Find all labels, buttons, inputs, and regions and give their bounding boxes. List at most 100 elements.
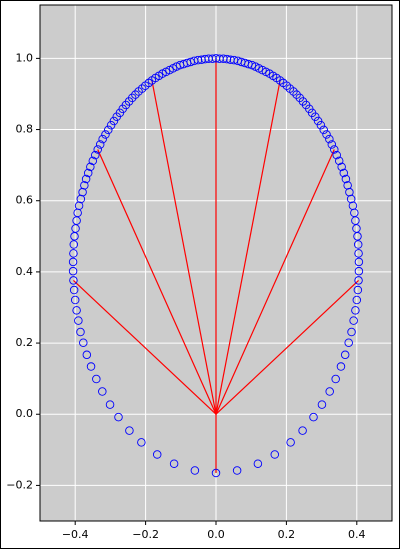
point xyxy=(336,362,346,371)
point xyxy=(76,327,85,337)
point xyxy=(81,174,91,184)
y-tick-label: 1.0 xyxy=(16,51,34,64)
point xyxy=(112,112,121,121)
point xyxy=(69,285,79,295)
point xyxy=(278,78,288,88)
point xyxy=(327,140,337,149)
point xyxy=(346,194,356,204)
point xyxy=(91,150,100,160)
point xyxy=(106,121,116,130)
point xyxy=(88,156,98,166)
point xyxy=(345,187,354,197)
point xyxy=(74,316,83,325)
point xyxy=(270,450,280,459)
point xyxy=(334,156,344,166)
point xyxy=(352,295,362,305)
point xyxy=(215,54,224,63)
point xyxy=(232,466,242,475)
point xyxy=(109,116,119,126)
radius-segment xyxy=(215,279,359,415)
point xyxy=(309,412,318,422)
point xyxy=(340,350,350,360)
point xyxy=(347,327,356,337)
point xyxy=(286,438,295,447)
point xyxy=(319,125,328,135)
point xyxy=(98,134,107,144)
point xyxy=(93,145,102,154)
point xyxy=(337,162,346,172)
point xyxy=(69,249,78,258)
point xyxy=(354,266,364,276)
point xyxy=(330,145,339,154)
point xyxy=(292,90,301,99)
point xyxy=(83,168,93,178)
y-tick-label: 0.6 xyxy=(16,194,34,207)
radius-segment xyxy=(215,149,335,415)
point xyxy=(285,84,295,93)
point xyxy=(316,121,326,130)
radius-segment xyxy=(151,80,217,415)
y-tick-label: 0.0 xyxy=(16,407,34,420)
x-tick-label: 0.2 xyxy=(278,528,296,541)
point xyxy=(169,459,179,468)
point xyxy=(104,125,113,135)
point xyxy=(69,240,79,249)
point xyxy=(200,54,210,64)
point xyxy=(348,201,358,210)
point xyxy=(344,338,353,347)
point xyxy=(70,295,80,305)
point xyxy=(325,134,334,144)
point xyxy=(331,374,340,384)
point xyxy=(295,93,305,103)
point xyxy=(313,116,323,126)
x-tick-label: 0.0 xyxy=(207,528,225,541)
point xyxy=(72,306,81,315)
point xyxy=(354,276,363,285)
y-tick-label: 0.4 xyxy=(16,265,34,278)
point xyxy=(351,306,360,315)
point xyxy=(226,55,235,65)
point xyxy=(92,374,101,384)
point xyxy=(79,338,88,347)
point xyxy=(204,54,213,63)
point xyxy=(134,87,143,96)
point xyxy=(317,400,327,409)
point xyxy=(80,181,89,190)
point xyxy=(68,257,78,267)
point xyxy=(140,81,150,91)
point xyxy=(137,438,146,447)
point xyxy=(131,90,140,99)
point xyxy=(229,55,239,65)
point xyxy=(68,266,78,276)
point xyxy=(78,187,87,197)
point xyxy=(114,412,123,422)
point xyxy=(105,400,115,409)
point xyxy=(147,76,157,85)
y-tick-label: 0.8 xyxy=(16,123,34,136)
x-tick-label: −0.2 xyxy=(132,528,159,541)
point xyxy=(211,468,221,478)
radius-segment xyxy=(215,80,281,415)
point xyxy=(125,426,134,435)
x-tick-label: 0.4 xyxy=(348,528,366,541)
point xyxy=(353,285,363,295)
point xyxy=(353,240,363,249)
point xyxy=(152,450,162,459)
point xyxy=(70,232,79,241)
point xyxy=(325,387,334,396)
point xyxy=(86,162,95,172)
point xyxy=(298,426,307,435)
point xyxy=(82,350,92,360)
point xyxy=(343,181,352,190)
point xyxy=(86,362,96,371)
y-tick-label: 0.2 xyxy=(16,336,34,349)
point xyxy=(95,140,105,149)
x-tick-label: −0.4 xyxy=(62,528,89,541)
point xyxy=(332,150,341,160)
point xyxy=(322,130,331,139)
radius-segment xyxy=(97,149,217,415)
point xyxy=(101,130,110,139)
point xyxy=(354,249,363,258)
